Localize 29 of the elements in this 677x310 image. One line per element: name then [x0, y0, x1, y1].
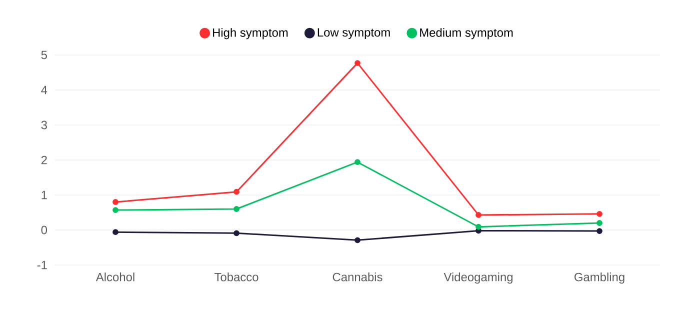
x-tick-label: Cannabis: [332, 272, 382, 282]
point: [354, 159, 360, 166]
point: [112, 199, 118, 205]
point: [112, 207, 118, 213]
point: [596, 220, 602, 226]
x-tick-label: Videogaming: [444, 272, 512, 284]
point: [354, 60, 360, 66]
point: [596, 228, 602, 234]
point: [234, 230, 240, 236]
y-tick-label: 0: [41, 226, 48, 234]
y-tick-label: 5: [41, 50, 47, 60]
x-tick-label: Gambling: [574, 272, 624, 284]
x-tick-label: Tobacco: [214, 272, 258, 282]
point: [354, 237, 360, 244]
x-tick-label: Alcohol: [96, 272, 134, 282]
y-tick-label: 1: [42, 190, 47, 200]
point: [596, 210, 602, 217]
legend-label: Low symptom: [318, 28, 390, 39]
point: [234, 188, 240, 195]
point: [234, 206, 240, 212]
y-tick-label: 4: [41, 86, 48, 94]
y-tick-label: 3: [41, 120, 47, 130]
y-tick-label: 2: [41, 156, 47, 164]
point: [476, 224, 482, 230]
legend-label: Medium symptom: [420, 28, 513, 40]
point: [476, 212, 482, 218]
y-tick-label: -1: [37, 260, 47, 270]
legend-label: High symptom: [213, 28, 288, 40]
point: [112, 229, 118, 236]
